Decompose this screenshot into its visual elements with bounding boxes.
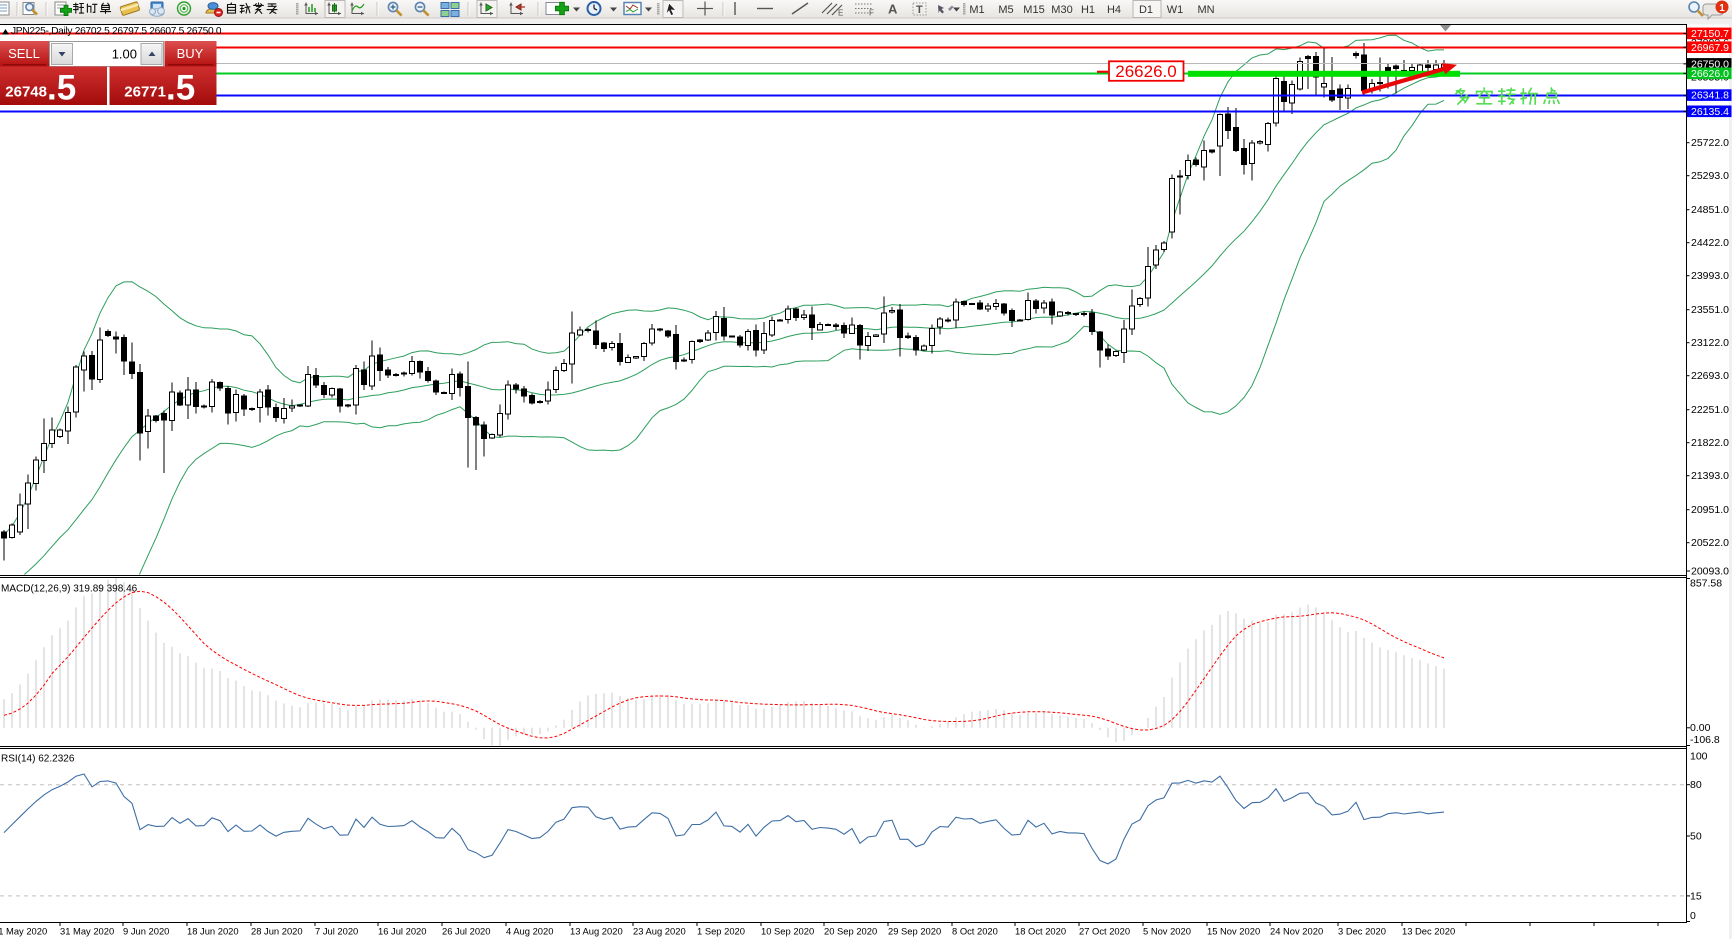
svg-text:18 Jun 2020: 18 Jun 2020: [187, 926, 239, 937]
svg-text:20951.0: 20951.0: [1691, 504, 1729, 516]
svg-text:26341.8: 26341.8: [1691, 90, 1729, 102]
svg-text:.5: .5: [166, 69, 195, 108]
svg-text:E: E: [838, 9, 843, 18]
svg-text:8 Oct 2020: 8 Oct 2020: [952, 926, 998, 937]
svg-text:28 Jun 2020: 28 Jun 2020: [251, 926, 303, 937]
svg-text:20093.0: 20093.0: [1691, 566, 1729, 578]
svg-text:JPN225-,Daily 26702.5 26797.5: JPN225-,Daily 26702.5 26797.5 26607.5 26…: [11, 26, 222, 37]
svg-text:M30: M30: [1051, 4, 1072, 16]
svg-text:80: 80: [1690, 779, 1702, 791]
svg-text:16 Jul 2020: 16 Jul 2020: [378, 926, 426, 937]
svg-text:25722.0: 25722.0: [1691, 137, 1729, 149]
svg-text:26771: 26771: [124, 84, 166, 101]
svg-text:26626.0: 26626.0: [1115, 62, 1176, 81]
svg-text:21822.0: 21822.0: [1691, 437, 1729, 449]
svg-text:24851.0: 24851.0: [1691, 204, 1729, 216]
svg-text:23551.0: 23551.0: [1691, 304, 1729, 316]
svg-text:18 Oct 2020: 18 Oct 2020: [1015, 926, 1066, 937]
svg-text:24 Nov 2020: 24 Nov 2020: [1270, 926, 1323, 937]
svg-text:22251.0: 22251.0: [1691, 404, 1729, 416]
svg-text:A: A: [888, 2, 898, 17]
svg-text:0.00: 0.00: [1690, 722, 1711, 734]
svg-text:W1: W1: [1167, 4, 1184, 16]
svg-text:23 Aug 2020: 23 Aug 2020: [633, 926, 686, 937]
svg-text:26967.9: 26967.9: [1691, 42, 1729, 54]
svg-text:27150.7: 27150.7: [1691, 28, 1729, 40]
svg-text:-106.8: -106.8: [1690, 734, 1720, 746]
svg-text:SELL: SELL: [8, 46, 40, 61]
svg-text:MN: MN: [1197, 4, 1214, 16]
svg-text:M15: M15: [1023, 4, 1044, 16]
svg-text:100: 100: [1690, 750, 1708, 762]
svg-text:H4: H4: [1107, 4, 1121, 16]
svg-text:MACD(12,26,9) 319.89 398.46: MACD(12,26,9) 319.89 398.46: [1, 584, 138, 595]
svg-text:M5: M5: [998, 4, 1013, 16]
svg-text:29 Sep 2020: 29 Sep 2020: [888, 926, 941, 937]
svg-text:1.00: 1.00: [112, 47, 137, 62]
svg-text:24422.0: 24422.0: [1691, 237, 1729, 249]
svg-text:20522.0: 20522.0: [1691, 537, 1729, 549]
svg-text:RSI(14) 62.2326: RSI(14) 62.2326: [1, 754, 75, 765]
svg-text:4 Aug 2020: 4 Aug 2020: [506, 926, 553, 937]
svg-text:T: T: [916, 4, 923, 16]
svg-text:27 Oct 2020: 27 Oct 2020: [1079, 926, 1130, 937]
svg-text:31 May 2020: 31 May 2020: [60, 926, 114, 937]
svg-text:9 Jun 2020: 9 Jun 2020: [123, 926, 169, 937]
svg-text:1 Sep 2020: 1 Sep 2020: [697, 926, 745, 937]
svg-text:F: F: [869, 9, 874, 18]
svg-text:D1: D1: [1139, 4, 1153, 16]
svg-text:M1: M1: [969, 4, 984, 16]
svg-text:25293.0: 25293.0: [1691, 170, 1729, 182]
svg-text:26748: 26748: [5, 84, 47, 101]
svg-text:1: 1: [1719, 3, 1725, 14]
svg-text:26135.4: 26135.4: [1691, 106, 1729, 118]
svg-text:13 Aug 2020: 13 Aug 2020: [570, 926, 623, 937]
svg-text:15 Nov 2020: 15 Nov 2020: [1207, 926, 1260, 937]
svg-text:22693.0: 22693.0: [1691, 370, 1729, 382]
svg-text:3 Dec 2020: 3 Dec 2020: [1338, 926, 1386, 937]
svg-text:0: 0: [1690, 910, 1696, 922]
svg-text:21393.0: 21393.0: [1691, 470, 1729, 482]
svg-text:5 Nov 2020: 5 Nov 2020: [1143, 926, 1191, 937]
svg-text:23993.0: 23993.0: [1691, 270, 1729, 282]
svg-text:7 Jul 2020: 7 Jul 2020: [315, 926, 358, 937]
svg-text:857.58: 857.58: [1690, 578, 1722, 590]
svg-text:23122.0: 23122.0: [1691, 337, 1729, 349]
svg-text:.5: .5: [47, 69, 76, 108]
svg-text:13 Dec 2020: 13 Dec 2020: [1402, 926, 1455, 937]
svg-text:26 Jul 2020: 26 Jul 2020: [442, 926, 490, 937]
svg-text:20 Sep 2020: 20 Sep 2020: [824, 926, 877, 937]
svg-text:10 Sep 2020: 10 Sep 2020: [761, 926, 814, 937]
svg-text:50: 50: [1690, 831, 1702, 843]
svg-text:15: 15: [1690, 890, 1702, 902]
svg-text:BUY: BUY: [177, 46, 204, 61]
svg-text:H1: H1: [1081, 4, 1095, 16]
svg-text:21 May 2020: 21 May 2020: [0, 926, 47, 937]
svg-text:26626.0: 26626.0: [1691, 68, 1729, 80]
